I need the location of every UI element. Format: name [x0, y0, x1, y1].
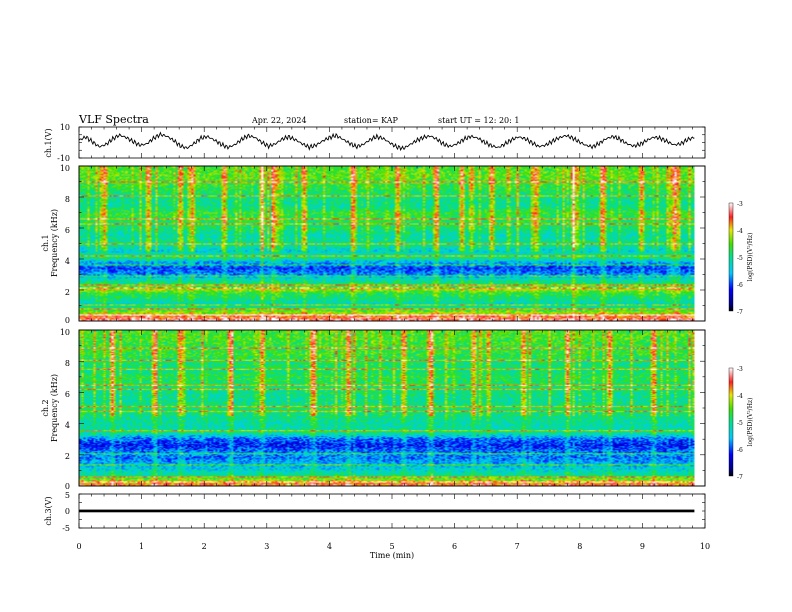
date-label: Apr. 22, 2024 — [251, 116, 307, 125]
ch1-waveform-panel: 10 -10 ch.1(V) — [44, 123, 706, 163]
x-axis-label: Time (min) — [370, 551, 414, 560]
ch2-colorbar-label: log(PSD)(V²/Hz) — [747, 398, 754, 447]
ch2-spec-ylabel-frequency: Frequency (kHz) — [50, 374, 59, 442]
ch1-colorbar-tick-m3: -3 — [737, 201, 743, 208]
ch2-colorbar-tick-m6: -6 — [737, 447, 743, 454]
ch3-ylabel: ch.3(V) — [44, 496, 53, 525]
ch1-colorbar-tick-m4: -4 — [737, 228, 743, 235]
ch2-spectrogram-image — [79, 330, 695, 486]
ch1-spec-ytick-4: 4 — [65, 257, 70, 266]
ch2-colorbar-tick-m5: -5 — [737, 420, 743, 427]
ch1-spec-ylabel-channel: ch.1 — [41, 234, 50, 251]
ch2-spec-ytick-6: 6 — [65, 390, 70, 399]
ch1-waveform-ylabel: ch.1(V) — [44, 128, 53, 157]
ch1-waveform-ytick-top: 10 — [60, 123, 70, 132]
xtick-7: 7 — [515, 542, 520, 551]
ch2-colorbar — [728, 367, 734, 477]
ch1-colorbar-tick-m6: -6 — [737, 282, 743, 289]
ch2-spec-ytick-2: 2 — [65, 452, 70, 461]
axis-ticks — [78, 126, 706, 529]
ch1-colorbar-tick-m5: -5 — [737, 255, 743, 262]
xtick-6: 6 — [452, 542, 457, 551]
ch1-colorbar-tick-m7: -7 — [737, 309, 743, 316]
ch1-spectrogram-image — [79, 166, 695, 321]
ch2-spec-ytick-8: 8 — [65, 359, 70, 368]
figure-title: VLF Spectra — [78, 113, 149, 126]
xtick-9: 9 — [640, 542, 645, 551]
ch1-colorbar — [728, 202, 734, 312]
xtick-0: 0 — [76, 542, 81, 551]
ch1-waveform-line — [78, 131, 695, 152]
ch2-spectrogram-panel: 0 2 4 6 8 10 ch.2 Frequency (kHz) -3 -4 … — [41, 328, 754, 491]
ch3-ytick-5: 5 — [65, 491, 70, 500]
xtick-1: 1 — [139, 542, 144, 551]
ch2-colorbar-tick-m7: -7 — [737, 474, 743, 481]
ch3-waveform-trace — [79, 509, 695, 513]
ch2-spec-ytick-4: 4 — [65, 421, 70, 430]
ch2-colorbar-tick-m3: -3 — [737, 366, 743, 373]
ch3-waveform-panel: 5 0 -5 ch.3(V) — [44, 491, 706, 533]
ch1-spec-ytick-10: 10 — [60, 164, 70, 173]
ch2-spec-ylabel-channel: ch.2 — [41, 399, 50, 416]
xtick-8: 8 — [577, 542, 582, 551]
ch2-spec-ytick-10: 10 — [60, 328, 70, 337]
xtick-4: 4 — [327, 542, 332, 551]
ch2-spec-ytick-0: 0 — [65, 482, 70, 491]
ch3-ytick-0: 0 — [65, 507, 70, 516]
ch1-colorbar-label: log(PSD)(V²/Hz) — [747, 233, 754, 282]
ch1-waveform-ytick-bottom: -10 — [57, 154, 70, 163]
xtick-5: 5 — [389, 542, 394, 551]
ch1-spec-ytick-8: 8 — [65, 195, 70, 204]
ch1-spec-ytick-2: 2 — [65, 288, 70, 297]
ch2-colorbar-tick-m4: -4 — [737, 393, 743, 400]
x-axis: 0 1 2 3 4 5 6 7 8 9 10 Time (min) — [76, 542, 710, 560]
ch1-spectrogram-panel: 0 2 4 6 8 10 ch.1 Frequency (kHz) -3 -4 … — [41, 164, 754, 325]
start-time-label: start UT = 12: 20: 1 — [438, 116, 519, 125]
xtick-10: 10 — [700, 542, 710, 551]
ch1-spec-ylabel-frequency: Frequency (kHz) — [50, 209, 59, 277]
ch1-waveform-frame — [78, 126, 706, 159]
xtick-3: 3 — [264, 542, 269, 551]
station-label: station= KAP — [344, 116, 399, 125]
ch3-ytick-m5: -5 — [62, 524, 70, 533]
ch1-spec-ytick-0: 0 — [65, 316, 70, 325]
ch1-spec-ytick-6: 6 — [65, 226, 70, 235]
xtick-2: 2 — [202, 542, 207, 551]
